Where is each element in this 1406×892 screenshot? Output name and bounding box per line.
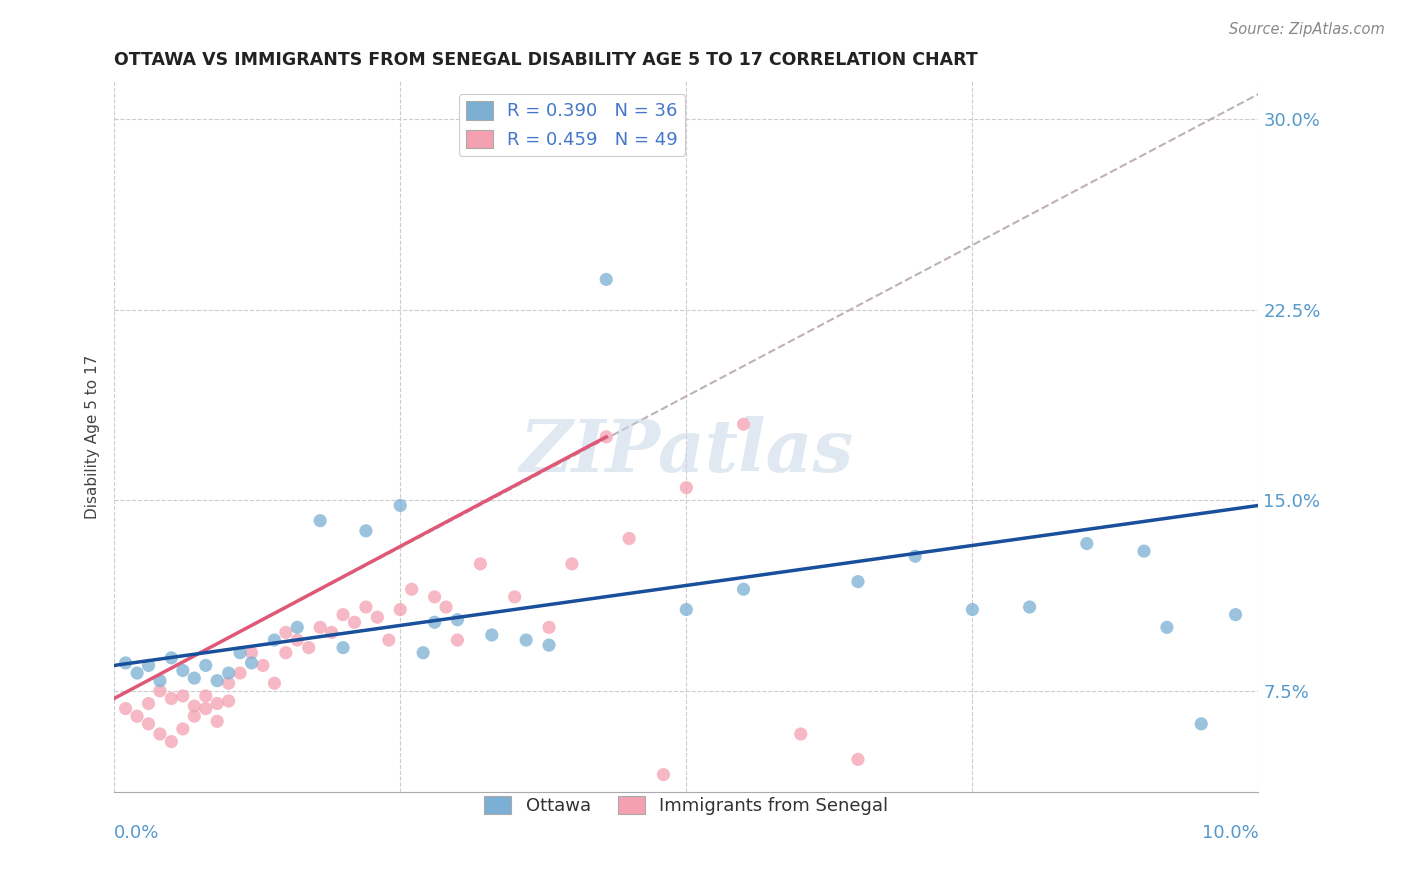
Point: [321, 625, 343, 640]
Point: [332, 640, 354, 655]
Point: [354, 600, 377, 615]
Point: [285, 620, 308, 634]
Point: [561, 557, 583, 571]
Point: [240, 646, 263, 660]
Point: [205, 697, 228, 711]
Point: [160, 691, 183, 706]
Point: [298, 640, 321, 655]
Point: [1225, 607, 1247, 622]
Point: [675, 602, 697, 616]
Point: [446, 633, 468, 648]
Point: [114, 656, 136, 670]
Text: OTTAWA VS IMMIGRANTS FROM SENEGAL DISABILITY AGE 5 TO 17 CORRELATION CHART: OTTAWA VS IMMIGRANTS FROM SENEGAL DISABI…: [114, 51, 979, 69]
Point: [503, 590, 526, 604]
Point: [218, 666, 240, 681]
Point: [149, 673, 172, 688]
Point: [138, 697, 160, 711]
Point: [1189, 716, 1212, 731]
Point: [846, 574, 869, 589]
Point: [194, 689, 217, 703]
Point: [263, 676, 285, 690]
Point: [229, 646, 252, 660]
Point: [675, 481, 697, 495]
Point: [617, 532, 640, 546]
Point: [309, 620, 332, 634]
Point: [183, 709, 205, 723]
Point: [1018, 600, 1040, 615]
Point: [149, 727, 172, 741]
Point: [846, 752, 869, 766]
Point: [343, 615, 366, 630]
Point: [309, 514, 332, 528]
Point: [125, 709, 148, 723]
Point: [423, 615, 446, 630]
Point: [366, 610, 388, 624]
Point: [470, 557, 492, 571]
Legend: Ottawa, Immigrants from Senegal: Ottawa, Immigrants from Senegal: [477, 789, 896, 822]
Text: 0.0%: 0.0%: [114, 824, 159, 842]
Point: [114, 701, 136, 715]
Point: [733, 417, 755, 432]
Point: [172, 689, 194, 703]
Point: [263, 633, 285, 648]
Point: [446, 613, 468, 627]
Point: [125, 666, 148, 681]
Point: [194, 658, 217, 673]
Point: [194, 701, 217, 715]
Point: [285, 633, 308, 648]
Point: [652, 767, 675, 781]
Point: [904, 549, 927, 564]
Point: [274, 646, 297, 660]
Point: [962, 602, 984, 616]
Point: [389, 602, 412, 616]
Text: ZIPatlas: ZIPatlas: [519, 416, 853, 487]
Point: [160, 734, 183, 748]
Point: [172, 664, 194, 678]
Point: [515, 633, 537, 648]
Point: [481, 628, 503, 642]
Y-axis label: Disability Age 5 to 17: Disability Age 5 to 17: [86, 355, 100, 519]
Point: [434, 600, 457, 615]
Point: [595, 430, 617, 444]
Point: [354, 524, 377, 538]
Text: Source: ZipAtlas.com: Source: ZipAtlas.com: [1229, 22, 1385, 37]
Point: [1076, 536, 1098, 550]
Point: [274, 625, 297, 640]
Point: [252, 658, 274, 673]
Point: [733, 582, 755, 597]
Point: [218, 694, 240, 708]
Point: [205, 673, 228, 688]
Point: [183, 671, 205, 685]
Point: [537, 638, 560, 652]
Point: [172, 722, 194, 736]
Point: [183, 699, 205, 714]
Point: [1133, 544, 1156, 558]
Point: [790, 727, 813, 741]
Point: [412, 646, 434, 660]
Point: [149, 683, 172, 698]
Point: [240, 656, 263, 670]
Point: [205, 714, 228, 729]
Point: [218, 676, 240, 690]
Point: [1156, 620, 1178, 634]
Text: 10.0%: 10.0%: [1202, 824, 1258, 842]
Point: [595, 272, 617, 286]
Point: [138, 658, 160, 673]
Point: [332, 607, 354, 622]
Point: [389, 499, 412, 513]
Point: [537, 620, 560, 634]
Point: [229, 666, 252, 681]
Point: [378, 633, 401, 648]
Point: [423, 590, 446, 604]
Point: [401, 582, 423, 597]
Point: [160, 650, 183, 665]
Point: [138, 716, 160, 731]
